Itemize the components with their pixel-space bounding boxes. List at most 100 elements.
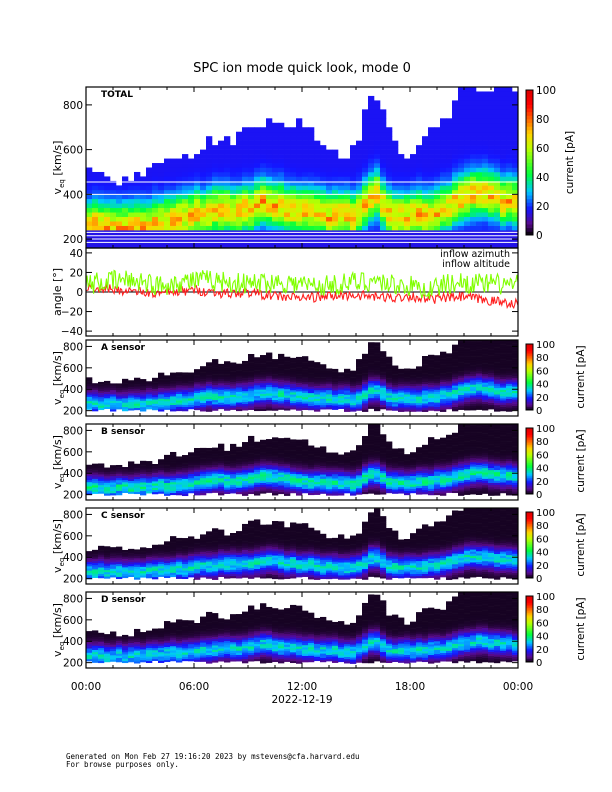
spectrogram-cell <box>386 480 393 483</box>
spectrogram-cell <box>266 406 273 409</box>
spectrogram-cell <box>458 194 465 200</box>
spectrogram-cell <box>230 212 237 217</box>
spectrogram-cell <box>512 100 519 106</box>
spectrogram-cell <box>470 136 477 141</box>
spectrogram-cell <box>434 194 441 200</box>
spectrogram-cell <box>500 393 507 397</box>
spectrogram-cell <box>458 158 465 164</box>
spectrogram-cell <box>362 405 369 408</box>
spectrogram-cell <box>416 457 423 461</box>
spectrogram-cell <box>236 370 243 373</box>
spectrogram-cell <box>428 216 435 222</box>
spectrogram-cell <box>326 185 333 191</box>
spectrogram-cell <box>410 469 417 472</box>
spectrogram-cell <box>326 207 333 213</box>
spectrogram-cell <box>458 364 465 368</box>
spectrogram-cell <box>242 382 249 385</box>
spectrogram-cell <box>218 480 225 483</box>
spectrogram-cell <box>374 118 381 124</box>
spectrogram-cell <box>182 158 189 164</box>
spectrogram-cell <box>290 389 297 393</box>
spectrogram-cell <box>368 456 375 460</box>
spectrogram-cell <box>440 491 447 494</box>
spectrogram-cell <box>356 234 363 240</box>
spectrogram-cell <box>104 176 111 182</box>
spectrogram-cell <box>368 158 375 164</box>
spectrogram-cell <box>464 104 471 110</box>
spectrogram-cell <box>380 396 387 399</box>
spectrogram-cell <box>368 363 375 367</box>
spectrogram-cell <box>314 167 321 173</box>
spectrogram-cell <box>482 380 489 383</box>
spectrogram-cell <box>116 185 123 191</box>
spectrogram-cell <box>182 234 189 240</box>
spectrogram-cell <box>332 154 339 159</box>
spectrogram-cell <box>206 458 213 462</box>
spectrogram-cell <box>212 477 219 481</box>
spectrogram-cell <box>350 463 357 466</box>
spectrogram-cell <box>362 171 369 177</box>
spectrogram-cell <box>350 194 357 200</box>
spectrogram-cell <box>284 437 291 441</box>
spectrogram-cell <box>404 372 411 376</box>
spectrogram-cell <box>308 477 315 481</box>
spectrogram-cell <box>326 377 333 380</box>
spectrogram-cell <box>362 360 369 363</box>
colorbar-cell <box>526 347 533 350</box>
spectrogram-cell <box>446 458 453 461</box>
spectrogram-cell <box>356 490 363 493</box>
spectrogram-cell <box>506 349 513 352</box>
spectrogram-cell <box>206 225 213 231</box>
spectrogram-cell <box>110 389 117 393</box>
spectrogram-cell <box>338 456 345 460</box>
spectrogram-cell <box>266 358 273 362</box>
spectrogram-cell <box>488 140 495 146</box>
spectrogram-cell <box>452 432 459 436</box>
spectrogram-cell <box>458 343 465 346</box>
spectrogram-cell <box>422 203 429 209</box>
spectrogram-cell <box>290 212 297 217</box>
spectrogram-cell <box>230 176 237 182</box>
spectrogram-cell <box>512 149 519 155</box>
spectrogram-cell <box>248 383 255 387</box>
spectrogram-cell <box>380 404 387 408</box>
spectrogram-cell <box>428 408 435 411</box>
spectrogram-cell <box>332 401 339 404</box>
spectrogram-cell <box>92 216 99 222</box>
spectrogram-cell <box>410 225 417 231</box>
spectrogram-cell <box>200 189 207 195</box>
spectrogram-cell <box>368 439 375 443</box>
spectrogram-cell <box>230 149 237 155</box>
spectrogram-cell <box>170 408 177 412</box>
colorbar-cell <box>526 405 533 408</box>
spectrogram-cell <box>320 463 327 466</box>
spectrogram-cell <box>482 216 489 222</box>
spectrogram-cell <box>296 176 303 182</box>
colorbar-cell <box>526 184 533 189</box>
spectrogram-cell <box>470 198 477 204</box>
spectrogram-cell <box>434 464 441 468</box>
colorbar-cell <box>526 191 533 196</box>
spectrogram-cell <box>482 131 489 137</box>
spectrogram-cell <box>440 379 447 382</box>
spectrogram-cell <box>278 189 285 195</box>
spectrogram-cell <box>218 398 225 401</box>
spectrogram-cell <box>200 467 207 470</box>
spectrogram-cell <box>428 176 435 182</box>
spectrogram-cell <box>146 469 153 473</box>
spectrogram-cell <box>92 487 99 490</box>
spectrogram-cell <box>392 376 399 379</box>
spectrogram-cell <box>170 460 177 463</box>
spectrogram-cell <box>278 234 285 240</box>
spectrogram-cell <box>134 212 141 217</box>
spectrogram-cell <box>140 225 147 231</box>
spectrogram-cell <box>296 408 303 411</box>
spectrogram-cell <box>314 488 321 491</box>
spectrogram-cell <box>506 385 513 389</box>
spectrogram-cell <box>476 377 483 380</box>
spectrogram-cell <box>392 450 399 454</box>
spectrogram-cell <box>110 409 117 412</box>
spectrogram-cell <box>254 397 261 401</box>
spectrogram-cell <box>398 461 405 464</box>
spectrogram-cell <box>386 462 393 466</box>
